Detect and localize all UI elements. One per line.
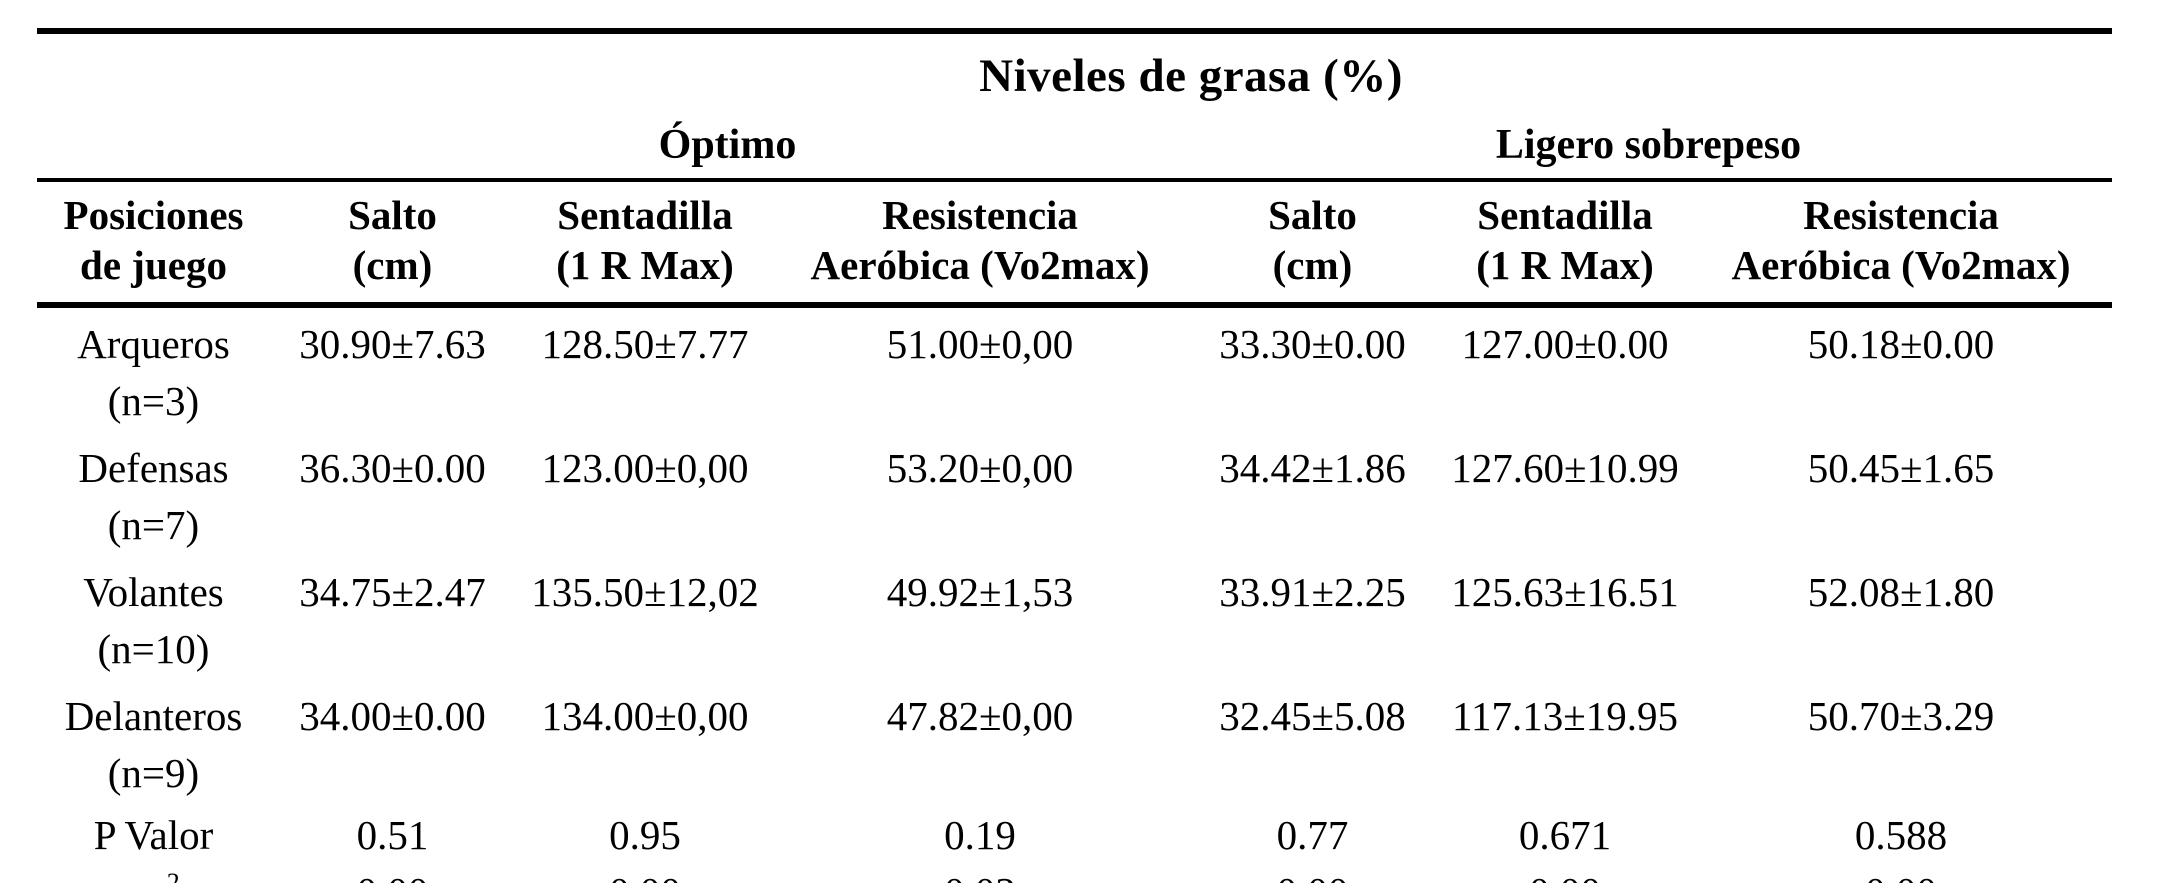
- group-header-row: Óptimo Ligero sobrepeso: [37, 112, 2113, 180]
- row-label: Arqueros (n=3): [37, 305, 270, 432]
- value-cell: 33.30±0.00: [1219, 321, 1406, 367]
- position-n: (n=7): [107, 502, 200, 548]
- value-cell: 125.63±16.51: [1451, 569, 1679, 615]
- value-cell: 49.92±1,53: [886, 569, 1074, 615]
- position-n: (n=9): [107, 750, 200, 796]
- group-row-spacer: [37, 112, 270, 180]
- group-header-optimo: Óptimo: [658, 122, 797, 168]
- value-cell: 0.02: [775, 866, 1185, 883]
- value-cell: 0.19: [944, 812, 1016, 858]
- value-cell: 36.30±0.00: [299, 445, 486, 491]
- value-cell: 51.00±0,00: [886, 321, 1074, 367]
- value-cell: 50.18±0.00: [1807, 321, 1995, 367]
- value-cell: 0.95: [609, 812, 681, 858]
- value-cell: 117.13±19.95: [1452, 693, 1678, 739]
- value-cell: 50.45±1.65: [1807, 445, 1995, 491]
- title-row: Niveles de grasa (%): [37, 31, 2112, 112]
- column-header-row: Posiciones de juego Salto (cm) Sentadill…: [37, 180, 2113, 305]
- value-cell: 134.00±0,00: [541, 693, 749, 739]
- value-cell: 0.671: [1518, 812, 1612, 858]
- col-header-sentadilla-optimo: Sentadilla (1 R Max): [515, 180, 775, 305]
- value-cell: 0.00: [1185, 866, 1440, 883]
- col-header-line: Resistencia: [1803, 192, 1999, 238]
- row-label: Delanteros (n=9): [37, 680, 270, 804]
- position-name: Delanteros: [64, 693, 243, 739]
- table-row-omega-squared: ω2 0.00 0.00 0.02 0.00 0.00 0.00: [37, 866, 2112, 883]
- table-row-delanteros: Delanteros (n=9) 34.00±0.00 134.00±0,00 …: [37, 680, 2112, 804]
- value-cell: 127.00±0.00: [1461, 321, 1669, 367]
- col-header-line: Salto: [348, 192, 437, 238]
- row-label: ω2: [37, 866, 270, 883]
- col-header-resistencia-optimo: Resistencia Aeróbica (Vo2max): [775, 180, 1185, 305]
- col-header-line: Sentadilla: [557, 192, 733, 238]
- value-cell: 0.51: [356, 812, 429, 858]
- value-cell: 34.42±1.86: [1219, 445, 1406, 491]
- value-cell: 0.00: [1690, 866, 2112, 883]
- value-cell: 30.90±7.63: [299, 321, 486, 367]
- col-header-line: de juego: [80, 242, 227, 288]
- col-header-line: Salto: [1268, 192, 1357, 238]
- table-row-defensas: Defensas (n=7) 36.30±0.00 123.00±0,00 53…: [37, 432, 2112, 556]
- col-header-resistencia-ligero: Resistencia Aeróbica (Vo2max): [1690, 180, 2112, 305]
- value-cell: 0.77: [1276, 812, 1349, 858]
- value-cell: 47.82±0,00: [886, 693, 1074, 739]
- omega-symbol: ω: [127, 870, 161, 883]
- value-cell: 32.45±5.08: [1219, 693, 1406, 739]
- group-header-ligero-sobrepeso: Ligero sobrepeso: [1495, 122, 1802, 168]
- value-cell: 0.00: [1440, 866, 1690, 883]
- fat-levels-table: Niveles de grasa (%) Óptimo Ligero sobre…: [37, 28, 2113, 883]
- row-label: Defensas (n=7): [37, 432, 270, 556]
- table-row-p-valor: P Valor 0.51 0.95 0.19 0.77 0.671 0.588: [37, 804, 2112, 866]
- col-header-salto-optimo: Salto (cm): [270, 180, 515, 305]
- position-name: Defensas: [78, 445, 229, 491]
- col-header-line: (cm): [352, 242, 433, 288]
- value-cell: 33.91±2.25: [1219, 569, 1406, 615]
- col-header-line: (1 R Max): [556, 242, 734, 288]
- value-cell: 52.08±1.80: [1807, 569, 1995, 615]
- col-header-line: Resistencia: [882, 192, 1078, 238]
- position-n: (n=10): [97, 626, 210, 672]
- value-cell: 123.00±0,00: [541, 445, 749, 491]
- col-header-line: (cm): [1272, 242, 1353, 288]
- col-header-line: Posiciones: [63, 192, 244, 238]
- omega-exponent: 2: [166, 868, 180, 883]
- col-header-line: Aeróbica (Vo2max): [1731, 242, 2071, 288]
- value-cell: 0.588: [1854, 812, 1948, 858]
- table-row-arqueros: Arqueros (n=3) 30.90±7.63 128.50±7.77 51…: [37, 305, 2112, 432]
- table-container: Niveles de grasa (%) Óptimo Ligero sobre…: [37, 28, 2113, 883]
- col-header-line: Aeróbica (Vo2max): [810, 242, 1150, 288]
- col-header-line: Sentadilla: [1477, 192, 1653, 238]
- value-cell: 34.00±0.00: [299, 693, 486, 739]
- value-cell: 50.70±3.29: [1807, 693, 1995, 739]
- title-row-spacer: [37, 31, 270, 112]
- col-header-line: (1 R Max): [1476, 242, 1654, 288]
- col-header-salto-ligero: Salto (cm): [1185, 180, 1440, 305]
- value-cell: 128.50±7.77: [541, 321, 749, 367]
- row-label: Volantes (n=10): [37, 556, 270, 680]
- value-cell: 53.20±0,00: [886, 445, 1074, 491]
- position-name: Arqueros: [77, 321, 230, 367]
- table-row-volantes: Volantes (n=10) 34.75±2.47 135.50±12,02 …: [37, 556, 2112, 680]
- value-cell: 127.60±10.99: [1451, 445, 1679, 491]
- position-n: (n=3): [107, 378, 200, 424]
- col-header-posiciones-de-juego: Posiciones de juego: [37, 180, 270, 305]
- value-cell: 135.50±12,02: [531, 569, 759, 615]
- position-name: Volantes: [83, 569, 224, 615]
- value-cell: 0.00: [515, 866, 775, 883]
- value-cell: 0.00: [270, 866, 515, 883]
- row-label: P Valor: [93, 812, 214, 858]
- value-cell: 34.75±2.47: [299, 569, 486, 615]
- table-title: Niveles de grasa (%): [979, 50, 1403, 102]
- col-header-sentadilla-ligero: Sentadilla (1 R Max): [1440, 180, 1690, 305]
